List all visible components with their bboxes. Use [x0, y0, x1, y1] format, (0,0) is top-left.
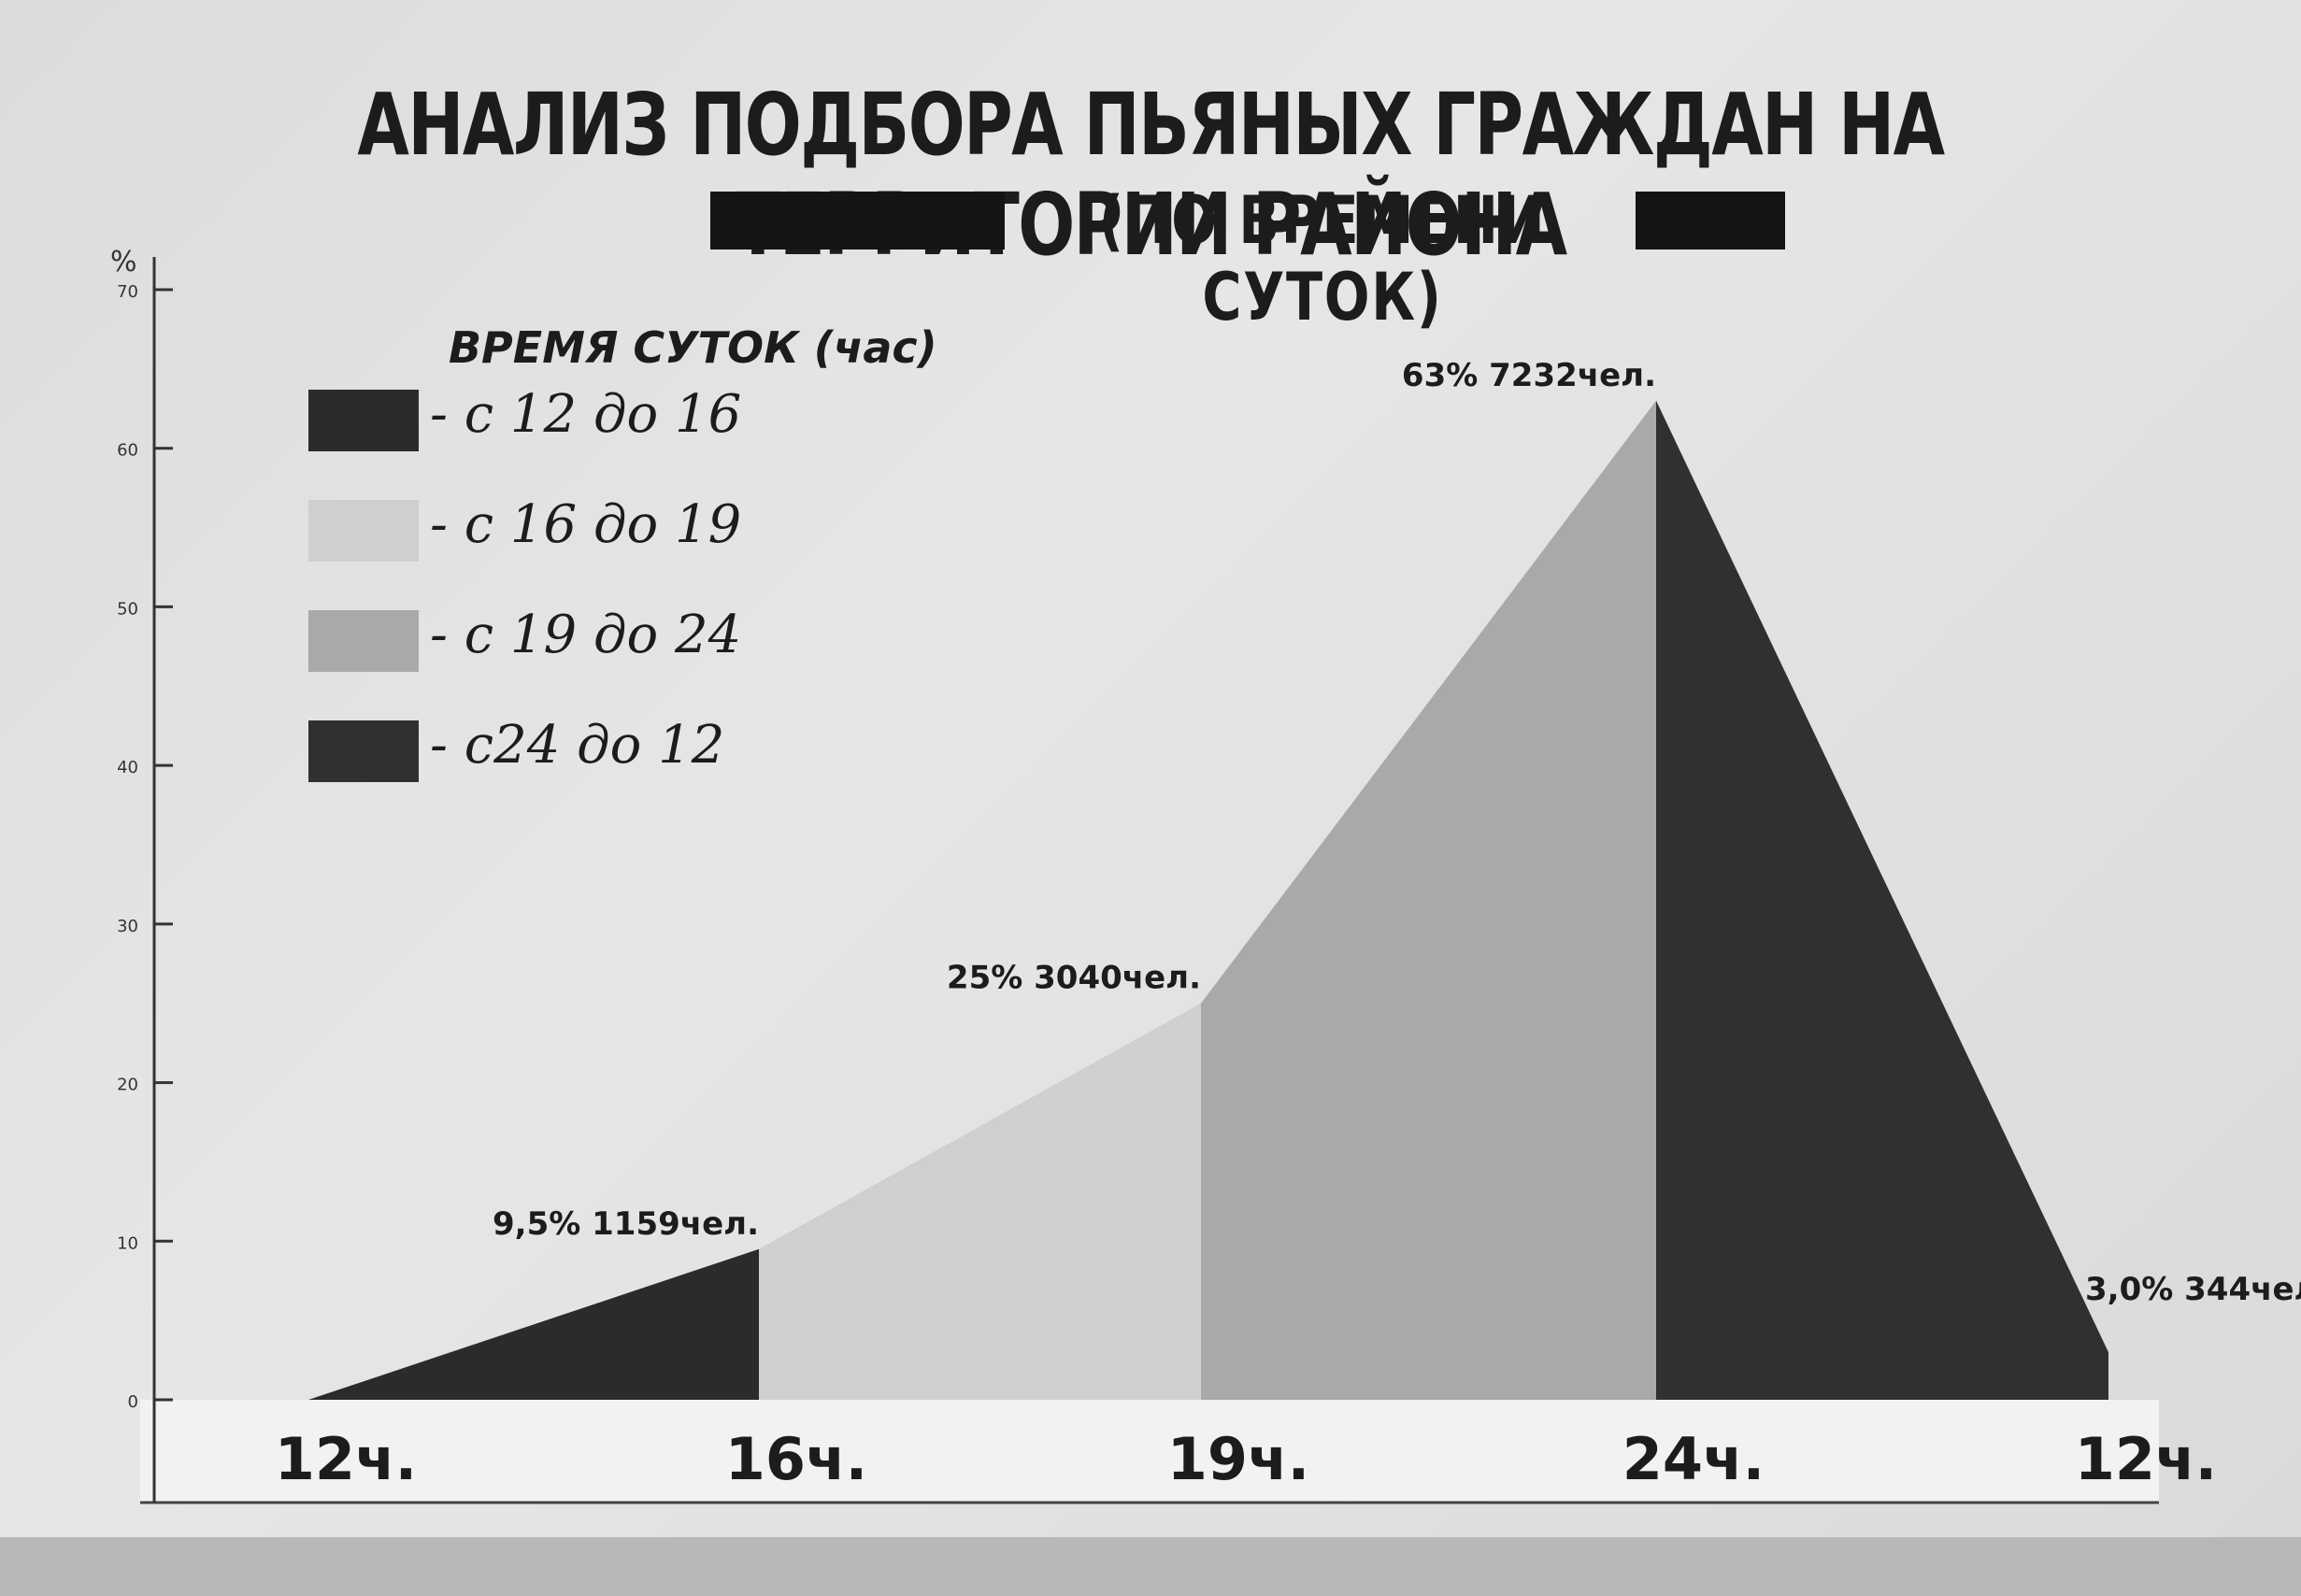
data-label: 25% 3040чел. [947, 960, 1201, 997]
legend-item-4: - с24 до 12 [308, 704, 937, 814]
x-axis-band [140, 1400, 2159, 1503]
x-tick-label: 19ч. [1167, 1425, 1309, 1493]
y-tick-label: 20 [117, 1076, 138, 1095]
data-label: 9,5% 1159чел. [493, 1205, 759, 1243]
y-tick-label: 50 [117, 599, 138, 619]
legend-item-3: - с 19 до 24 [308, 593, 937, 704]
area-segment [1201, 400, 1656, 1400]
y-tick-label: 60 [117, 441, 138, 461]
legend-title: ВРЕМЯ СУТОК (час) [449, 322, 937, 373]
area-segment [308, 1248, 759, 1400]
legend-swatch-4 [308, 720, 419, 782]
y-tick-label: 30 [117, 917, 138, 936]
legend-swatch-2 [308, 500, 419, 562]
y-tick-label: 70 [117, 282, 138, 302]
data-label: 63% 7232чел. [1402, 357, 1656, 394]
data-label: 3,0% 344чел. [2085, 1271, 2301, 1308]
y-axis-label: % [110, 246, 137, 278]
legend-label-3: - с 19 до 24 [430, 605, 742, 665]
subtitle-row: (ПО ВРЕМЕНИ СУТОК) [0, 182, 2301, 335]
y-tick-label: 40 [117, 758, 138, 777]
legend-swatch-3 [308, 610, 419, 672]
bottom-strip [0, 1537, 2301, 1596]
area-segment [1656, 400, 2108, 1400]
area-segment [759, 1003, 1201, 1400]
chart-subtitle: (ПО ВРЕМЕНИ СУТОК) [1098, 182, 1547, 335]
chart-title: АНАЛИЗ ПОДБОРА ПЬЯНЫХ ГРАЖДАН НА ТЕРРИТО… [357, 75, 1945, 275]
legend-item-2: - с 16 до 19 [308, 483, 937, 593]
x-tick-label: 16ч. [725, 1425, 867, 1493]
legend-item-1: - с 12 до 16 [308, 373, 937, 483]
subtitle-right-bar [1636, 192, 1785, 249]
legend-label-1: - с 12 до 16 [430, 384, 742, 445]
legend-label-2: - с 16 до 19 [430, 494, 742, 555]
y-tick-label: 0 [128, 1392, 138, 1412]
legend-label-4: - с24 до 12 [430, 715, 725, 776]
legend-swatch-1 [308, 390, 419, 451]
legend: ВРЕМЯ СУТОК (час) - с 12 до 16 - с 16 до… [308, 322, 937, 814]
subtitle-left-bar [710, 192, 1005, 249]
x-tick-label: 12ч. [275, 1425, 417, 1493]
x-tick-label: 12ч. [2075, 1425, 2217, 1493]
y-tick-label: 10 [117, 1233, 138, 1253]
x-tick-label: 24ч. [1622, 1425, 1765, 1493]
